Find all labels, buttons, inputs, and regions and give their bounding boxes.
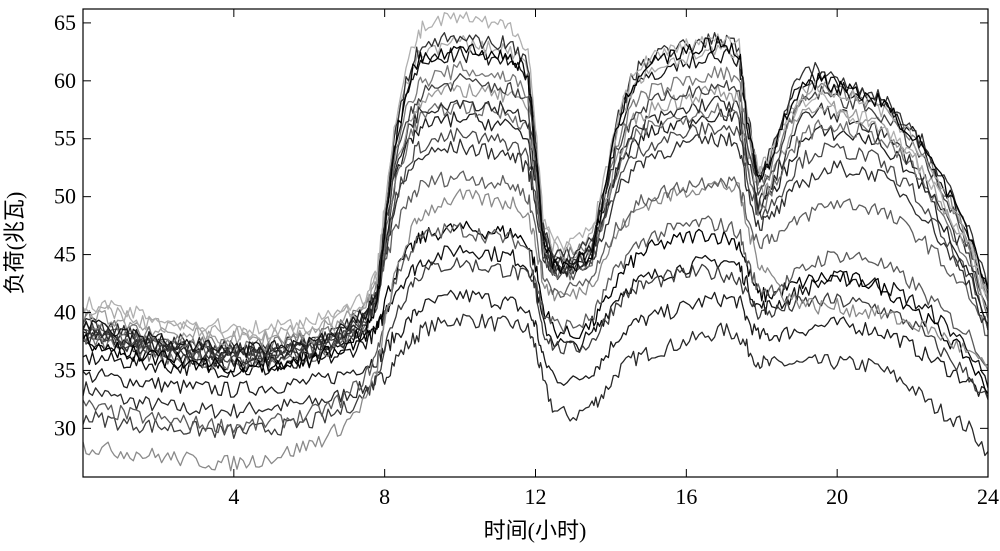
x-tick-label: 4 bbox=[228, 484, 239, 509]
series-line-21 bbox=[82, 36, 989, 374]
tick-layer: 4 8 12 16 20 24 30 35 40 45 50 55 60 65 bbox=[54, 9, 999, 509]
y-tick-label: 40 bbox=[54, 300, 76, 325]
series-line-12 bbox=[82, 101, 989, 371]
x-tick-label: 12 bbox=[525, 484, 547, 509]
y-tick-label: 45 bbox=[54, 242, 76, 267]
series-line-2 bbox=[82, 289, 989, 400]
series-line-18 bbox=[82, 35, 989, 341]
series-line-15 bbox=[82, 72, 989, 361]
x-tick-label: 20 bbox=[826, 484, 848, 509]
y-tick-label: 65 bbox=[54, 10, 76, 35]
series-line-20 bbox=[82, 11, 989, 336]
y-tick-label: 30 bbox=[54, 415, 76, 440]
series-line-19 bbox=[82, 32, 989, 368]
series-line-1 bbox=[82, 313, 989, 457]
y-tick-label: 50 bbox=[54, 184, 76, 209]
x-axis-title: 时间(小时) bbox=[484, 518, 587, 543]
x-tick-label: 24 bbox=[977, 484, 999, 509]
y-axis-title: 负荷(兆瓦) bbox=[2, 192, 27, 295]
series-line-9 bbox=[82, 132, 989, 363]
x-tick-label: 8 bbox=[379, 484, 390, 509]
series-line-5 bbox=[82, 257, 989, 439]
x-tick-label: 16 bbox=[675, 484, 697, 509]
series-layer bbox=[82, 11, 989, 472]
y-tick-label: 35 bbox=[54, 357, 76, 382]
y-tick-label: 60 bbox=[54, 68, 76, 93]
y-tick-label: 55 bbox=[54, 126, 76, 151]
series-line-6 bbox=[82, 215, 989, 435]
